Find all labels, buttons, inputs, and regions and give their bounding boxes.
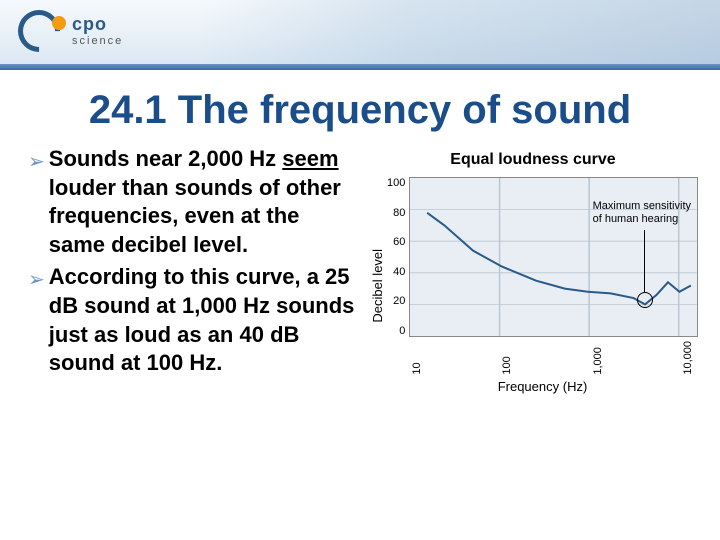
- chart-title: Equal loudness curve: [368, 151, 698, 169]
- content-area: ➢ Sounds near 2,000 Hz seem louder than …: [0, 133, 720, 394]
- x-ticks: 10 100 1,000 10,000: [387, 337, 698, 375]
- bullet-icon: ➢: [28, 149, 45, 174]
- header-bar: [0, 64, 720, 70]
- header-banner: cpo science: [0, 0, 720, 70]
- equal-loudness-chart: Equal loudness curve Decibel level 100 8…: [368, 151, 698, 394]
- annotation-leader-line: [644, 230, 645, 292]
- x-axis-label: Frequency (Hz): [387, 379, 698, 394]
- logo-line1: cpo: [72, 14, 123, 35]
- annotation-text: Maximum sensitivity of human hearing: [593, 200, 691, 226]
- bullet-text: According to this curve, a 25 dB sound a…: [49, 263, 358, 377]
- logo-text: cpo science: [72, 14, 123, 47]
- logo-line2: science: [72, 35, 123, 47]
- list-item: ➢ According to this curve, a 25 dB sound…: [28, 263, 358, 377]
- y-ticks: 100 80 60 40 20 0: [387, 177, 409, 337]
- plot-column: 100 80 60 40 20 0 Maximum sensitivity of…: [387, 177, 698, 394]
- annotation-circle-marker: [637, 292, 653, 308]
- slide-title: 24.1 The frequency of sound: [0, 88, 720, 133]
- y-axis-label: Decibel level: [368, 177, 387, 394]
- title-text: 24.1 The frequency of sound: [89, 88, 631, 132]
- bullet-text: Sounds near 2,000 Hz seem louder than so…: [49, 145, 358, 259]
- bullet-list: ➢ Sounds near 2,000 Hz seem louder than …: [28, 145, 358, 382]
- header-decoration: [200, 0, 720, 64]
- logo: cpo science: [18, 10, 123, 58]
- list-item: ➢ Sounds near 2,000 Hz seem louder than …: [28, 145, 358, 259]
- logo-mark: [18, 10, 66, 58]
- plot-area: Maximum sensitivity of human hearing: [409, 177, 698, 337]
- bullet-icon: ➢: [28, 267, 45, 292]
- chart-body: Decibel level 100 80 60 40 20 0 Maximum: [368, 177, 698, 394]
